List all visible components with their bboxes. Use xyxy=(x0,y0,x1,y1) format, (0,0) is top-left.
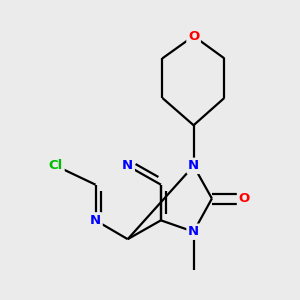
Text: N: N xyxy=(122,159,133,172)
Text: N: N xyxy=(188,225,199,238)
Text: O: O xyxy=(238,192,250,205)
Text: N: N xyxy=(188,159,199,172)
Text: N: N xyxy=(90,214,101,227)
Text: Cl: Cl xyxy=(49,159,63,172)
Text: O: O xyxy=(188,30,199,43)
